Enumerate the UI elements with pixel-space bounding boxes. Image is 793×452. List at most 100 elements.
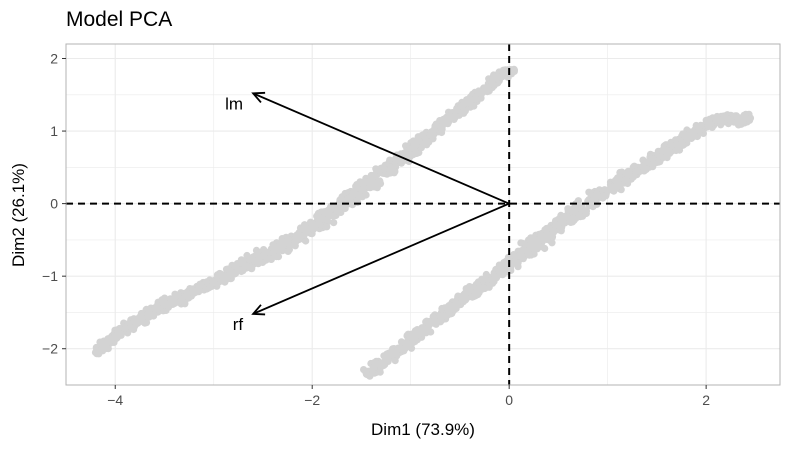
data-point: [191, 287, 199, 295]
data-point: [301, 223, 309, 231]
data-point: [178, 295, 186, 303]
data-point: [633, 167, 641, 175]
data-point: [495, 267, 503, 276]
data-point: [167, 298, 175, 306]
data-point: [498, 261, 506, 270]
data-point: [489, 74, 497, 82]
data-point: [504, 253, 512, 261]
data-point: [439, 120, 447, 128]
data-point: [423, 317, 431, 325]
data-point: [333, 206, 341, 215]
data-point: [202, 278, 210, 286]
data-point: [554, 221, 563, 229]
data-point: [391, 357, 399, 365]
x-tick-label: −2: [304, 392, 320, 408]
data-point: [504, 73, 512, 82]
data-point: [370, 183, 378, 191]
y-axis-title: Dim2 (26.1%): [9, 163, 28, 267]
data-point: [129, 324, 137, 332]
data-point: [658, 147, 667, 155]
data-point: [594, 192, 602, 200]
vector-lm-line: [252, 92, 510, 205]
data-point: [526, 244, 534, 252]
data-point: [543, 230, 551, 238]
data-point: [693, 132, 702, 141]
data-point: [397, 345, 405, 353]
data-point: [352, 182, 360, 190]
data-point: [712, 116, 720, 124]
data-point: [284, 236, 292, 244]
data-point: [426, 131, 434, 139]
data-point: [481, 84, 490, 92]
y-tick-label: 1: [50, 123, 58, 139]
data-point: [431, 122, 439, 130]
data-point: [245, 263, 254, 271]
data-point: [436, 312, 444, 320]
vector-rf-arrowhead: [251, 304, 266, 316]
data-point: [548, 239, 556, 247]
data-point: [476, 90, 484, 98]
data-point: [458, 102, 466, 110]
data-point: [438, 304, 446, 313]
data-point: [259, 252, 267, 260]
data-point: [405, 151, 413, 159]
data-point: [431, 317, 439, 326]
data-point: [373, 360, 382, 368]
data-point: [405, 333, 414, 341]
data-point: [643, 158, 651, 166]
data-point: [284, 247, 292, 255]
data-point: [608, 183, 617, 191]
data-point: [600, 192, 608, 200]
data-point: [545, 224, 553, 232]
data-point: [515, 252, 523, 260]
data-point: [446, 310, 454, 318]
data-point: [466, 98, 474, 106]
data-point: [375, 167, 383, 175]
data-point: [495, 73, 503, 81]
data-point: [510, 65, 518, 73]
data-point: [624, 169, 632, 177]
data-point: [490, 82, 498, 90]
data-point: [415, 137, 423, 145]
data-point: [723, 115, 731, 123]
data-point: [642, 164, 650, 172]
data-point: [476, 283, 484, 291]
data-point: [746, 114, 755, 122]
data-point: [354, 191, 362, 199]
y-tick-label: −2: [42, 341, 58, 357]
data-point: [438, 128, 446, 137]
data-point: [462, 289, 470, 298]
y-tick-label: −1: [42, 268, 58, 284]
data-point: [369, 173, 377, 181]
data-point: [348, 192, 356, 200]
data-point: [387, 163, 395, 171]
data-point: [300, 231, 308, 239]
data-point: [247, 255, 255, 263]
reference-lines: [66, 44, 780, 385]
data-point: [237, 259, 245, 267]
y-tick-label: 2: [50, 51, 58, 67]
data-point: [616, 168, 624, 177]
data-point: [392, 154, 400, 163]
data-point: [329, 212, 337, 220]
vector-lm-label: lm: [225, 94, 243, 113]
data-point: [575, 211, 583, 219]
data-point: [563, 213, 571, 221]
data-point: [130, 318, 138, 326]
x-tick-label: 0: [505, 392, 513, 408]
loading-vectors: lm rf: [225, 91, 510, 334]
data-point: [525, 251, 534, 259]
data-point: [582, 209, 590, 218]
data-point: [330, 219, 338, 227]
x-tick-label: −4: [107, 392, 123, 408]
data-point: [537, 235, 545, 243]
data-point: [741, 114, 749, 122]
x-tick-label: 2: [702, 392, 710, 408]
data-point: [323, 216, 331, 224]
data-point: [537, 243, 546, 251]
vector-lm-arrowhead: [251, 91, 266, 103]
data-point: [362, 370, 370, 378]
data-point: [673, 140, 681, 148]
data-point: [621, 176, 630, 184]
